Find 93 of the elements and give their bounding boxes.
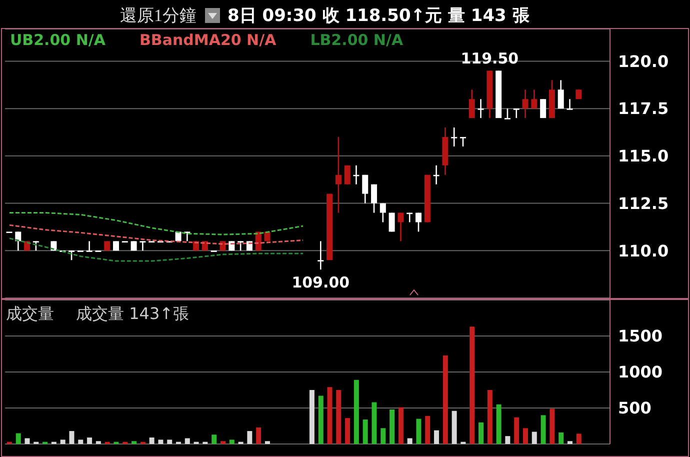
candlestick [398, 212, 404, 242]
bar [78, 440, 84, 444]
text: BBandMA20 N/A [140, 31, 276, 49]
candlestick [504, 108, 510, 120]
candlestick [362, 174, 368, 204]
chart-title: 成交量 [6, 304, 54, 325]
bar [514, 417, 520, 444]
candlestick [15, 231, 22, 252]
bar [470, 326, 475, 444]
bar [247, 431, 252, 444]
candlestick [513, 108, 520, 119]
annotation: 109.00 [292, 274, 350, 292]
text: UB2.00 N/A [10, 31, 106, 49]
bar [24, 438, 30, 444]
bar [442, 355, 448, 444]
chart-subtitle: 成交量 143↑張 [76, 304, 190, 325]
bar [158, 440, 164, 444]
bar [452, 410, 457, 444]
bar [327, 387, 332, 444]
line-series [8, 224, 304, 245]
candlestick [478, 98, 484, 119]
candlestick [140, 240, 146, 252]
candlestick [566, 98, 573, 110]
candlestick [68, 250, 75, 261]
y-tick-label: 1500 [618, 326, 663, 346]
candlestick [344, 164, 350, 185]
candlestick [468, 88, 475, 119]
y-tick-label: 112.5 [618, 194, 669, 213]
bar [362, 420, 368, 444]
bar [496, 404, 502, 444]
bar [184, 438, 190, 444]
y-tick-label: 1000 [618, 362, 663, 382]
bar [132, 441, 137, 444]
y-tick-label: 500 [618, 398, 652, 418]
bar [398, 407, 404, 444]
line-series [8, 238, 304, 262]
bar [256, 427, 262, 444]
bar [354, 380, 359, 444]
line-series [8, 212, 304, 236]
bar [390, 409, 395, 444]
candlestick [540, 98, 546, 119]
candlestick [86, 240, 92, 252]
bar [345, 418, 350, 444]
y-tick-label: 115.0 [618, 146, 669, 166]
candlestick [318, 240, 324, 270]
bar [212, 434, 217, 444]
text: LB2.00 N/A [310, 31, 404, 49]
bar [540, 415, 546, 444]
candlestick [184, 231, 190, 242]
y-tick-label: 120.0 [618, 52, 669, 71]
bar [264, 441, 270, 444]
candlestick [522, 88, 528, 119]
bar [505, 436, 510, 444]
bar [478, 422, 484, 444]
bar [60, 440, 66, 444]
candlestick [531, 88, 538, 110]
candlestick [451, 126, 458, 148]
candlestick [558, 80, 564, 110]
bar [220, 441, 226, 444]
bar [167, 440, 172, 444]
bar [576, 434, 582, 444]
bar [532, 432, 537, 444]
bar [380, 428, 386, 444]
bar [69, 431, 74, 444]
bar [372, 402, 377, 444]
y-tick-label: 117.5 [618, 99, 669, 118]
bar [229, 440, 234, 444]
bar [407, 438, 412, 444]
candlestick [238, 240, 244, 252]
candlestick [380, 202, 386, 223]
bar [309, 390, 314, 444]
bar [96, 441, 101, 444]
bar [425, 416, 430, 444]
bar [522, 428, 528, 444]
annotation: 119.50 [460, 50, 519, 68]
bar [318, 396, 324, 444]
bar [416, 418, 422, 444]
bar [16, 433, 21, 444]
y-tick-label: 110.0 [618, 241, 669, 260]
bar [149, 438, 154, 444]
bar [336, 390, 342, 444]
bar [434, 430, 440, 444]
bar [487, 390, 492, 444]
chart-title: 還原1分鐘 [120, 5, 196, 27]
candlestick [32, 240, 39, 252]
candlestick [416, 212, 422, 232]
chart-subtitle: 8日 09:30 收 118.50↑元 量 143 張 [228, 5, 530, 27]
candlestick [371, 184, 378, 214]
bar [558, 432, 564, 444]
candlestick [335, 136, 342, 214]
bar [87, 438, 92, 444]
bar [567, 441, 572, 444]
bar [550, 408, 555, 444]
